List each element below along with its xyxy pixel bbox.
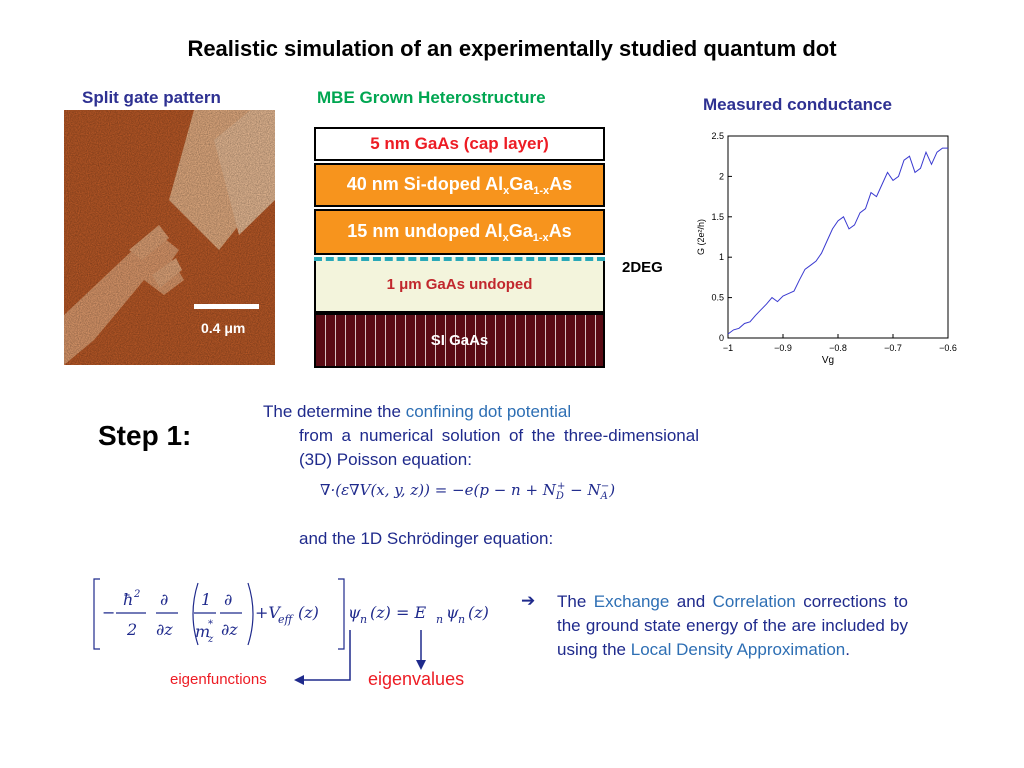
x-tick-label: −1 [723,343,733,353]
eigenvalues-label: eigenvalues [368,669,465,689]
y-tick-label: 2.5 [711,131,724,141]
svg-text:+V: +V [255,603,281,622]
y-tick-label: 2 [719,171,724,181]
x-tick-label: −0.6 [939,343,957,353]
svg-text:ψ: ψ [348,603,361,622]
svg-text:∂: ∂ [160,590,168,609]
svg-text:∂z: ∂z [221,620,238,639]
x-tick-label: −0.9 [774,343,792,353]
poisson-equation: ∇·(ε∇V(x, y, z)) = −e(p − n + ND+ − NA−) [320,481,616,502]
layer-si-label: SI GaAs [430,332,489,349]
svg-text:n: n [436,613,443,626]
mbe-caption: MBE Grown Heterostructure [317,88,546,107]
x-axis-label: Vg [822,355,834,366]
svg-text:−: − [102,603,115,622]
svg-text:*: * [208,619,213,630]
right-arrow-icon: ➔ [521,591,536,610]
scale-label: 0.4 μm [201,320,246,336]
y-tick-label: 1 [719,252,724,262]
2deg-dashed-line [314,257,605,261]
svg-text:ħ: ħ [123,590,133,609]
layer-gaas-label: 1 μm GaAs undoped [386,275,533,293]
svg-text:2: 2 [126,620,137,639]
eigenfunctions-label: eigenfunctions [170,671,267,688]
y-tick-label: 0.5 [711,293,724,303]
conductance-caption: Measured conductance [703,95,892,114]
step-paragraph-1: The determine the confining dot potentia… [263,402,572,421]
svg-text:2: 2 [133,589,140,600]
svg-text:∂: ∂ [224,590,232,609]
svg-text:m: m [195,622,210,641]
layer-si-doped-algaas: 40 nm Si-doped AlxGa1-xAs [314,163,605,207]
step-paragraph-1-rest: from a numerical solution of the three-d… [299,426,699,469]
svg-text:∂z: ∂z [156,620,173,639]
chart-frame [727,135,949,339]
2deg-label: 2DEG [622,259,663,276]
svg-text:1: 1 [201,590,211,609]
layer-undoped-label: 15 nm undoped AlxGa1-xAs [347,220,572,244]
layer-cap: 5 nm GaAs (cap layer) [314,127,605,161]
equation-arrows [294,630,426,685]
y-tick-label: 1.5 [711,212,724,222]
svg-text:z: z [207,634,214,645]
svg-text:eff: eff [278,613,295,626]
svg-text:n: n [458,613,465,626]
layer-cap-label: 5 nm GaAs (cap layer) [370,134,549,153]
x-tick-label: −0.7 [884,343,902,353]
step-paragraph-2: and the 1D Schrödinger equation: [299,529,554,548]
svg-text:ψ: ψ [446,603,459,622]
conductance-line [727,147,948,335]
split-gate-caption: Split gate pattern [82,88,221,107]
y-axis-label: G (2e²/h) [696,219,706,255]
layer-si-gaas: SI GaAs [314,313,605,368]
x-tick-label: −0.8 [829,343,847,353]
split-gate-micrograph: 0.4 μm [64,90,275,365]
y-tick-label: 0 [719,333,724,343]
page-title: Realistic simulation of an experimentall… [187,36,837,61]
layer-undoped-algaas: 15 nm undoped AlxGa1-xAs [314,209,605,255]
layer-gaas-undoped: 1 μm GaAs undoped [314,257,605,313]
step-label: Step 1: [98,420,192,451]
svg-text:n: n [360,613,367,626]
layer-si-doped-label: 40 nm Si-doped AlxGa1-xAs [346,173,573,197]
xc-note: The Exchange and Correlation corrections… [557,592,908,659]
svg-text:(z): (z) [298,603,319,622]
svg-text:(z): (z) [468,603,489,622]
svg-text:(z) = E: (z) = E [370,603,426,622]
conductance-chart: −1 −0.9 −0.8 −0.7 −0.6 0 0.5 1 1.5 2 2.5 Vg G (2e²/h… [696,131,957,366]
scale-bar [194,304,259,309]
